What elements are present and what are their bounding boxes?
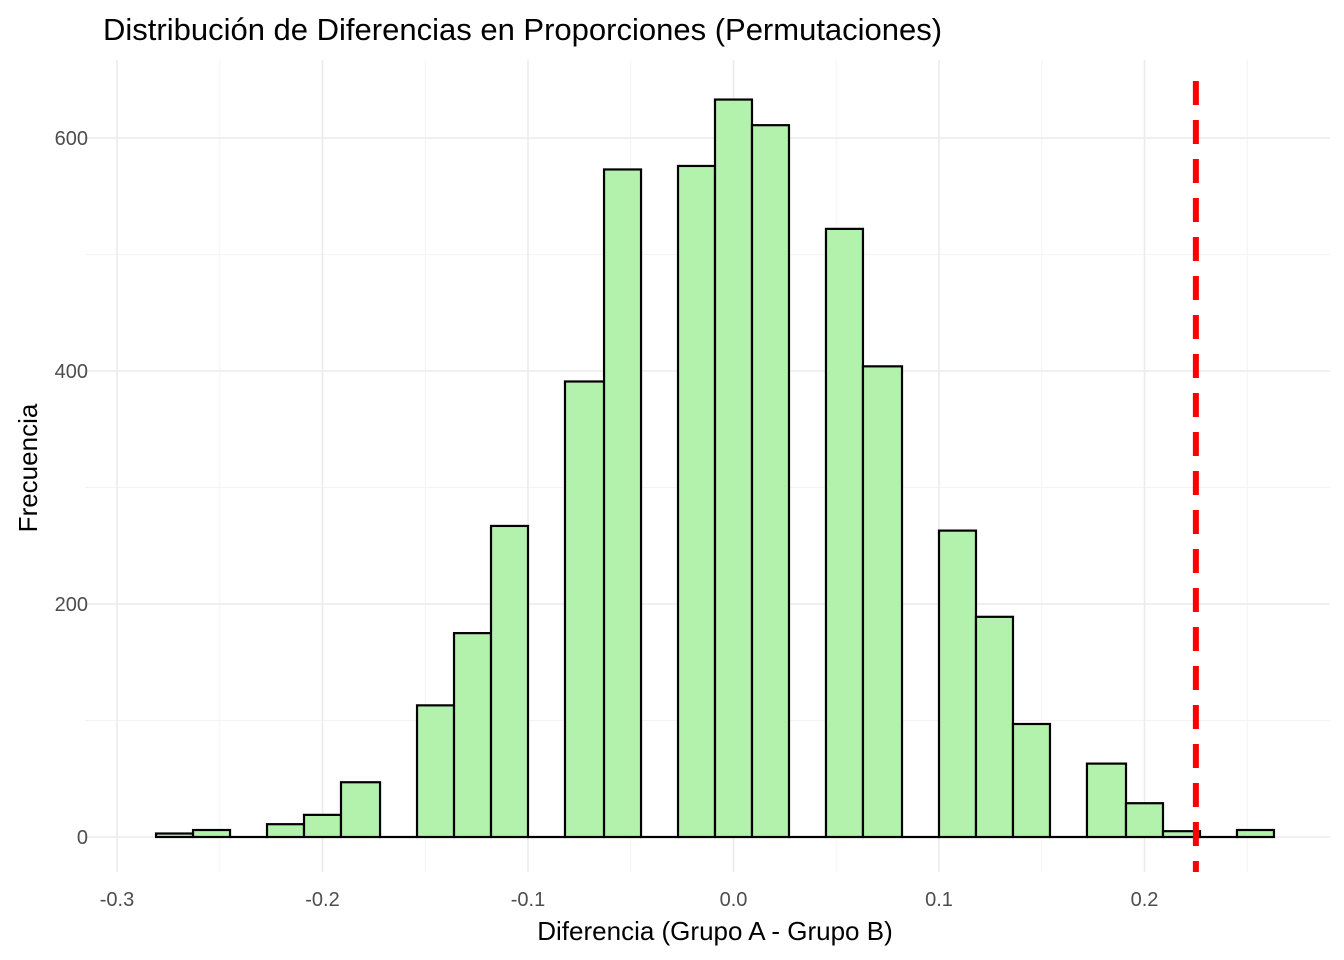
x-tick-label: 0.2: [1131, 889, 1159, 911]
y-tick-label: 200: [55, 594, 88, 616]
histogram-bar: [824, 227, 865, 839]
x-tick-label: -0.1: [511, 889, 545, 911]
histogram-bar: [1235, 828, 1276, 839]
y-tick-label: 400: [55, 361, 88, 383]
histogram-bar: [489, 524, 530, 839]
histogram-bar: [1161, 830, 1202, 839]
chart-title: Distribución de Diferencias en Proporcio…: [103, 12, 942, 47]
histogram-bar: [750, 124, 791, 839]
x-axis-title: Diferencia (Grupo A - Grupo B): [537, 916, 892, 946]
x-tick-label: 0.0: [720, 889, 748, 911]
tick-labels: -0.3 -0.2 -0.1 0.0 0.1 0.2 0 200 400 600: [55, 128, 1159, 911]
histogram-bar: [452, 632, 493, 839]
histogram-bar: [265, 823, 306, 839]
histogram-bar: [191, 828, 232, 839]
histogram-bar: [861, 365, 904, 839]
histogram-bar: [974, 615, 1015, 839]
histogram-bar: [563, 380, 606, 839]
histogram-bar: [1011, 722, 1052, 839]
histogram-bar: [713, 98, 754, 839]
x-tick-label: -0.3: [100, 889, 134, 911]
x-tick-label: -0.2: [305, 889, 339, 911]
y-axis-title: Frecuencia: [13, 403, 43, 532]
y-tick-label: 600: [55, 128, 88, 150]
histogram-bar: [339, 781, 382, 839]
x-tick-label: 0.1: [925, 889, 953, 911]
histogram-bar: [676, 164, 717, 839]
histogram-bar: [937, 529, 978, 839]
histogram-bar: [415, 704, 456, 839]
histogram-bar: [1124, 802, 1165, 839]
histogram-bar: [602, 168, 643, 839]
histogram-bar: [154, 832, 195, 839]
histogram-bar: [1085, 762, 1128, 839]
y-tick-label: 0: [77, 827, 88, 849]
histogram-bar: [302, 813, 343, 839]
histogram-bars: [154, 98, 1276, 839]
